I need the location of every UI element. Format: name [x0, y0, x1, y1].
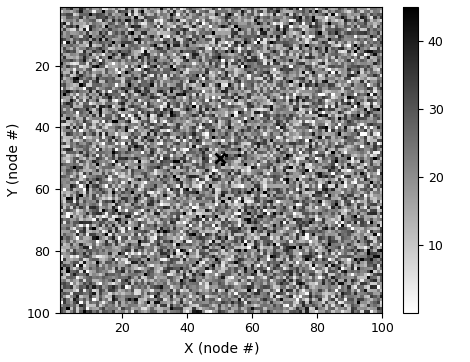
- Y-axis label: Y (node #): Y (node #): [7, 123, 21, 197]
- X-axis label: X (node #): X (node #): [183, 341, 259, 355]
